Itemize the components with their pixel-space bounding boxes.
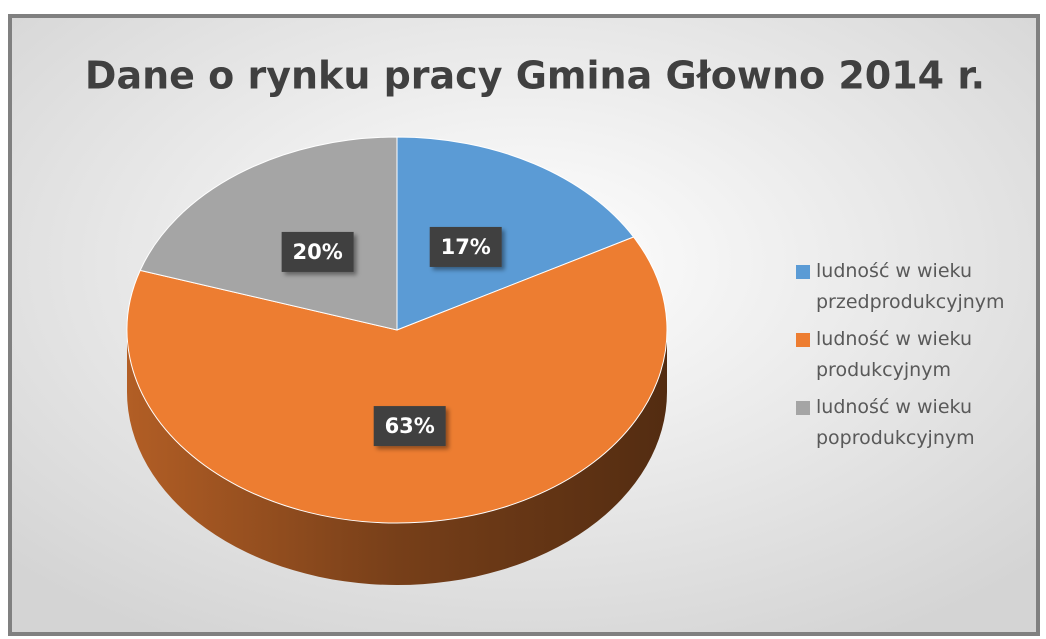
- pie: 17% 63% 20%: [126, 136, 668, 585]
- pie-slice: [139, 136, 398, 331]
- legend-entry: ludność w wieku poprodukcyjnym: [790, 392, 1035, 454]
- legend-entry: ludność w wieku produkcyjnym: [790, 324, 1035, 386]
- legend-entry: ludność w wieku przedprodukcyjnym: [790, 256, 1035, 318]
- pie-slice: [396, 136, 635, 331]
- legend-swatch: [796, 401, 810, 415]
- legend-label: ludność w wieku przedprodukcyjnym: [816, 260, 1005, 313]
- data-label-box: [373, 406, 446, 447]
- legend: ludność w wieku przedprodukcyjnym ludność…: [790, 256, 1035, 460]
- legend-swatch: [796, 333, 810, 347]
- data-label-box: [281, 231, 354, 272]
- data-label: 20%: [293, 240, 343, 264]
- legend-swatch: [796, 265, 810, 279]
- pie-slice: [126, 236, 668, 524]
- data-label: 63%: [385, 414, 435, 438]
- chart-title: Dane o rynku pracy Gmina Głowno 2014 r.: [85, 54, 985, 98]
- legend-label: ludność w wieku poprodukcyjnym: [816, 396, 975, 449]
- pie-slice-side: [127, 330, 667, 585]
- data-label-box: [429, 226, 502, 267]
- legend-label: ludność w wieku produkcyjnym: [816, 328, 972, 381]
- data-label: 17%: [441, 235, 491, 259]
